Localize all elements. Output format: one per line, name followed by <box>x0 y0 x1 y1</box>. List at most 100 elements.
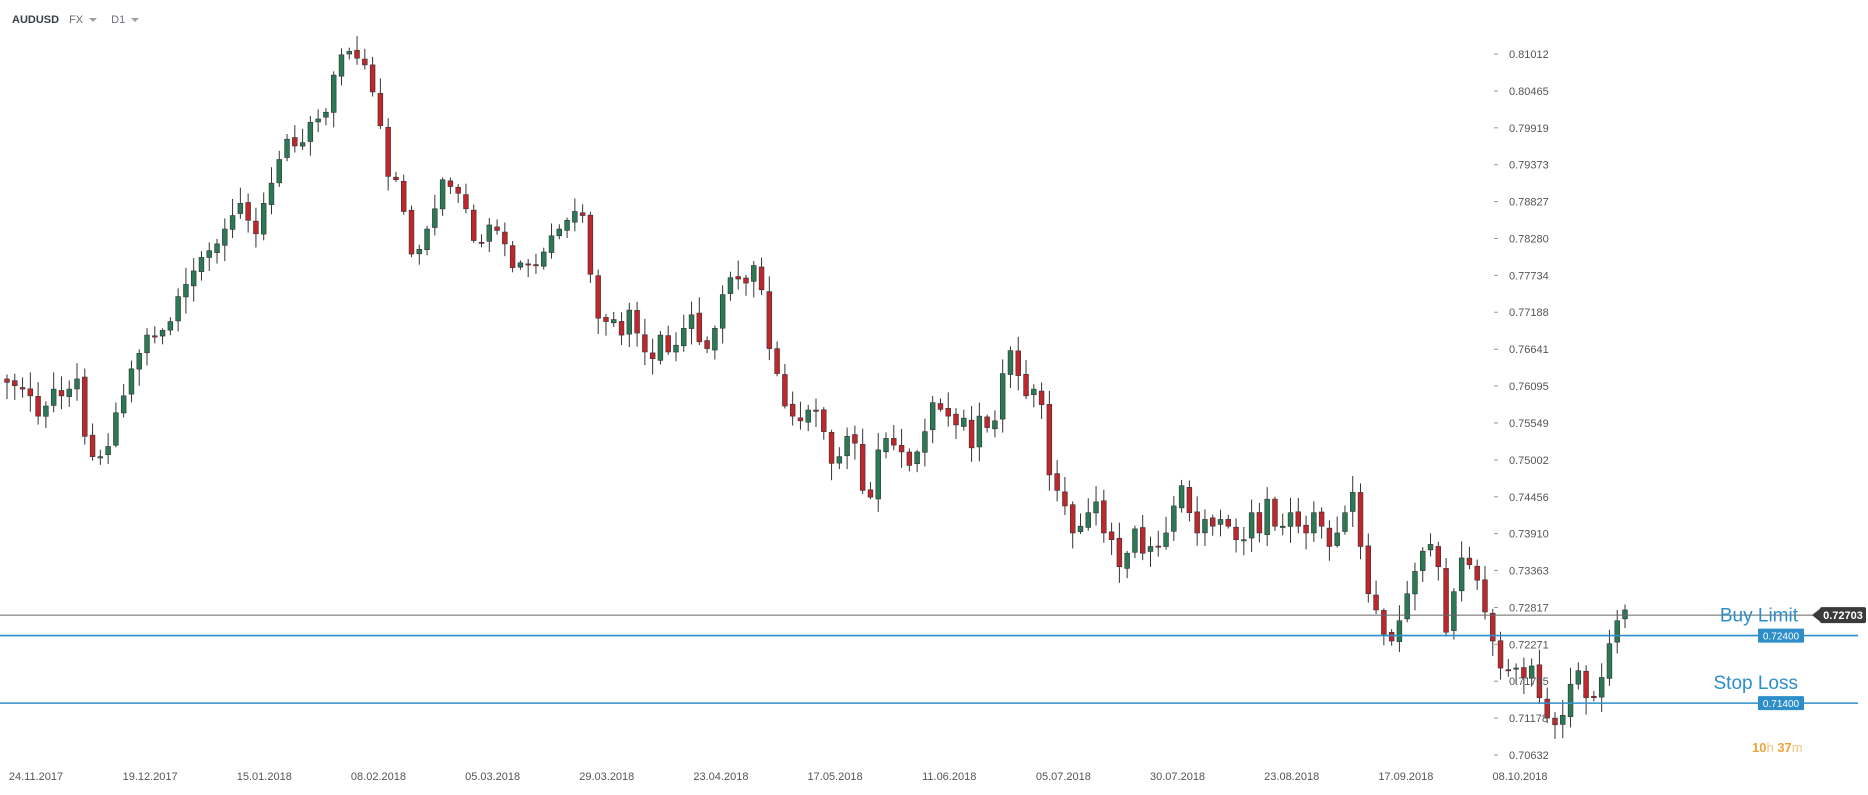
candle[interactable] <box>1598 663 1605 713</box>
candle[interactable] <box>323 108 329 126</box>
candle[interactable] <box>1381 608 1387 646</box>
candle[interactable] <box>898 428 905 468</box>
candle[interactable] <box>253 207 259 248</box>
candle[interactable] <box>346 47 352 60</box>
candle[interactable] <box>27 372 34 412</box>
candle[interactable] <box>813 398 819 428</box>
candle[interactable] <box>105 433 111 465</box>
candle[interactable] <box>548 223 555 259</box>
candle[interactable] <box>891 425 897 451</box>
candle[interactable] <box>214 238 220 264</box>
candle[interactable] <box>719 285 726 344</box>
candle[interactable] <box>517 260 524 270</box>
candle[interactable] <box>4 374 10 400</box>
candle[interactable] <box>1412 562 1418 611</box>
candle[interactable] <box>1458 541 1465 602</box>
candle[interactable] <box>190 258 197 302</box>
candle[interactable] <box>1622 604 1628 629</box>
candle[interactable] <box>766 276 773 361</box>
candle[interactable] <box>859 428 866 495</box>
candle[interactable] <box>673 332 679 362</box>
candle[interactable] <box>385 118 391 191</box>
candle[interactable] <box>968 406 975 462</box>
candle[interactable] <box>595 269 601 335</box>
candle[interactable] <box>611 311 617 327</box>
candle[interactable] <box>1311 501 1317 542</box>
candle[interactable] <box>1054 460 1060 502</box>
candle[interactable] <box>354 36 360 65</box>
candle[interactable] <box>455 184 461 203</box>
candle[interactable] <box>1085 498 1091 531</box>
candle[interactable] <box>1420 547 1426 582</box>
candle[interactable] <box>533 253 539 274</box>
candle[interactable] <box>1396 605 1403 653</box>
candle[interactable] <box>82 368 88 445</box>
candle[interactable] <box>1202 509 1208 546</box>
candle[interactable] <box>1023 360 1029 400</box>
candle[interactable] <box>1140 514 1146 561</box>
candle[interactable] <box>152 326 158 344</box>
candle[interactable] <box>852 425 858 460</box>
candle[interactable] <box>1217 509 1224 537</box>
candle[interactable] <box>401 174 407 215</box>
candle[interactable] <box>976 402 983 462</box>
candle[interactable] <box>463 183 469 214</box>
candle[interactable] <box>1326 520 1333 561</box>
candle[interactable] <box>1552 712 1558 739</box>
candle[interactable] <box>447 177 454 194</box>
candle[interactable] <box>1466 546 1473 570</box>
candle[interactable] <box>1069 501 1076 549</box>
candle[interactable] <box>120 384 127 418</box>
candle[interactable] <box>1482 565 1488 620</box>
candle[interactable] <box>1497 631 1504 680</box>
candle[interactable] <box>1116 522 1123 583</box>
candle[interactable] <box>74 363 80 401</box>
candle[interactable] <box>1544 687 1550 724</box>
candle[interactable] <box>696 297 703 346</box>
candle[interactable] <box>961 409 967 431</box>
candle[interactable] <box>1365 533 1372 603</box>
candle[interactable] <box>634 301 640 347</box>
candle[interactable] <box>1171 496 1177 541</box>
candle[interactable] <box>113 402 119 448</box>
candle[interactable] <box>1015 336 1021 391</box>
candle[interactable] <box>1388 629 1395 646</box>
candle[interactable] <box>867 481 874 500</box>
candle[interactable] <box>1031 384 1037 408</box>
candle[interactable] <box>1490 608 1496 656</box>
candle[interactable] <box>408 205 415 258</box>
candle[interactable] <box>338 48 345 86</box>
candle[interactable] <box>362 48 368 70</box>
candle[interactable] <box>206 242 212 271</box>
candle[interactable] <box>914 449 920 473</box>
candle[interactable] <box>712 325 718 360</box>
candle[interactable] <box>1007 346 1014 388</box>
candle[interactable] <box>704 336 710 354</box>
candle[interactable] <box>50 372 57 413</box>
candle[interactable] <box>587 211 594 283</box>
candle[interactable] <box>377 78 384 129</box>
candle[interactable] <box>268 167 275 215</box>
candle[interactable] <box>618 312 625 345</box>
candle[interactable] <box>1256 502 1263 543</box>
candle[interactable] <box>945 392 951 427</box>
candle[interactable] <box>1093 486 1099 526</box>
candle[interactable] <box>603 313 609 336</box>
candle[interactable] <box>1264 487 1270 547</box>
candle[interactable] <box>1528 658 1535 687</box>
candle[interactable] <box>1241 526 1247 556</box>
candle[interactable] <box>556 224 563 240</box>
candle[interactable] <box>844 427 850 470</box>
candle[interactable] <box>626 302 633 348</box>
candle[interactable] <box>572 198 578 232</box>
candle[interactable] <box>999 359 1006 433</box>
candle[interactable] <box>1451 588 1457 640</box>
candle[interactable] <box>144 328 150 366</box>
candle[interactable] <box>929 396 936 444</box>
candle[interactable] <box>1350 475 1356 527</box>
candle[interactable] <box>245 193 251 233</box>
candle[interactable] <box>1124 550 1130 579</box>
candle[interactable] <box>751 261 757 298</box>
